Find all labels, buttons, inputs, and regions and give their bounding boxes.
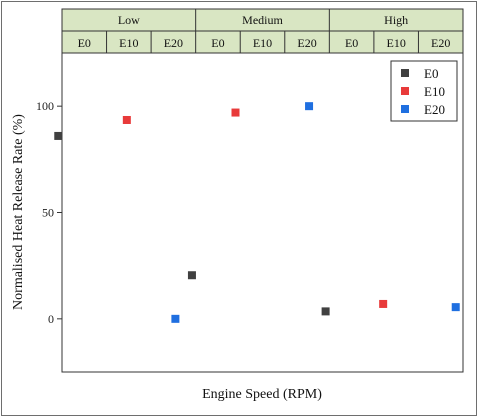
- category-label: E10: [386, 36, 405, 50]
- category-label: E0: [345, 36, 358, 50]
- y-tick-label: 100: [36, 99, 54, 113]
- data-point: [321, 307, 330, 316]
- data-point: [171, 314, 180, 323]
- legend-swatch: [401, 105, 409, 113]
- data-point: [187, 271, 196, 280]
- legend-swatch: [401, 69, 409, 77]
- category-label: E20: [431, 36, 450, 50]
- legend-label: E0: [424, 66, 438, 81]
- y-tick-label: 50: [42, 206, 54, 220]
- legend-label: E20: [424, 102, 445, 117]
- category-label: E20: [164, 36, 183, 50]
- x-axis-title: Engine Speed (RPM): [202, 387, 322, 402]
- category-header: Low Medium High E0 E10 E20 E0 E10 E20 E0 E10 E20: [61, 8, 464, 54]
- data-point: [451, 303, 460, 312]
- group-label: Medium: [242, 13, 283, 27]
- y-tick-label: 0: [48, 312, 54, 326]
- data-point: [231, 108, 240, 117]
- group-label: High: [384, 13, 408, 27]
- category-label: E0: [211, 36, 224, 50]
- data-point: [122, 115, 131, 124]
- y-axis: 0 50 100: [36, 99, 62, 326]
- category-label: E20: [297, 36, 316, 50]
- data-point: [305, 102, 314, 111]
- data-point: [379, 299, 388, 308]
- category-label: E0: [78, 36, 91, 50]
- category-label: E10: [119, 36, 138, 50]
- legend: E0 E10 E20: [390, 60, 458, 122]
- y-axis-title: Normalised Heat Release Rate (%): [11, 114, 26, 310]
- group-label: Low: [118, 13, 140, 27]
- data-points: [54, 102, 460, 323]
- data-point: [54, 131, 63, 140]
- category-label: E10: [253, 36, 272, 50]
- legend-swatch: [401, 87, 409, 95]
- legend-label: E10: [424, 84, 445, 99]
